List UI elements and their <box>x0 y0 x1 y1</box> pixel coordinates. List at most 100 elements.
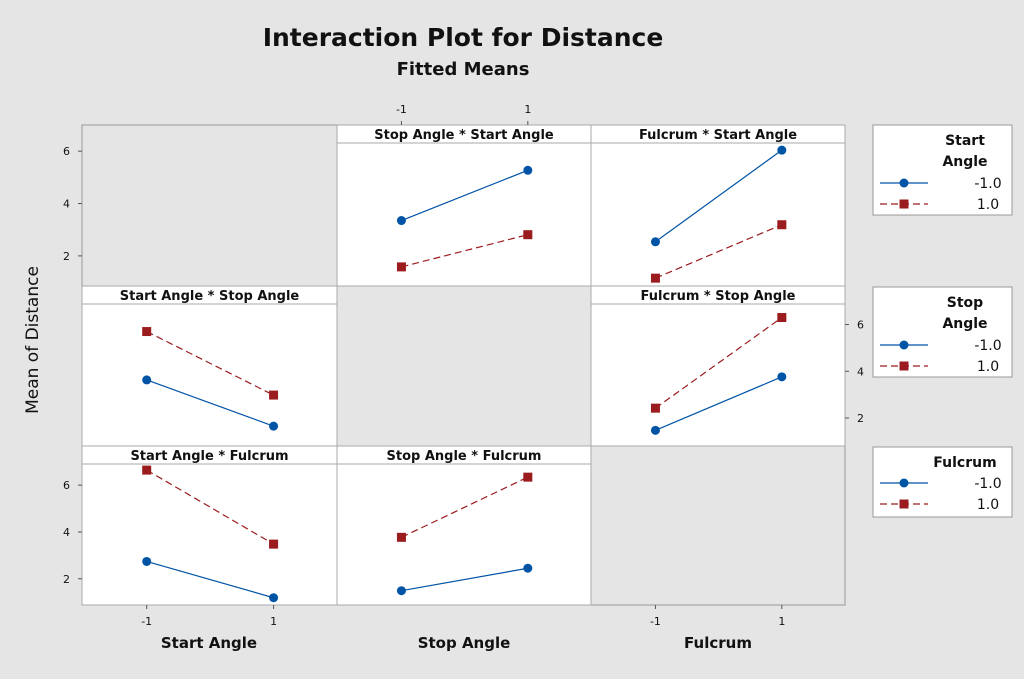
legend-entry-label: -1.0 <box>974 176 1001 192</box>
y-tick-label: 2 <box>63 250 70 263</box>
legend-marker-square <box>899 361 909 371</box>
data-point-circle <box>650 425 660 435</box>
series-line-pos <box>146 331 274 396</box>
panel-title: Start Angle * Stop Angle <box>120 289 300 304</box>
data-point-square <box>523 472 533 482</box>
y-axis-label: Mean of Distance <box>23 266 43 414</box>
data-point-circle <box>650 237 660 247</box>
panel-strip <box>590 124 846 144</box>
legend-entry-label: -1.0 <box>974 338 1001 354</box>
series-line-neg <box>146 560 274 599</box>
data-point-circle <box>523 165 533 175</box>
chart-title: Interaction Plot for Distance <box>263 23 664 52</box>
legend-marker-circle <box>899 178 909 188</box>
data-point-square <box>269 539 279 549</box>
legend-box <box>872 446 1013 518</box>
x-tick-label: -1 <box>396 103 407 116</box>
legend-1: Stop Angle -1.0 1.0 <box>872 286 1013 378</box>
x-axis-label-stop-angle: Stop Angle <box>418 634 511 652</box>
data-point-circle <box>523 563 533 573</box>
legend-entry-label: 1.0 <box>977 497 999 513</box>
legend-entry-label: 1.0 <box>977 359 999 375</box>
data-point-circle <box>396 586 406 596</box>
series-line-neg <box>655 376 783 431</box>
y-tick-label: 6 <box>857 319 864 332</box>
series-line-pos <box>401 476 529 538</box>
panel-title: Stop Angle * Start Angle <box>374 128 554 143</box>
legend-title: Fulcrum <box>933 455 996 471</box>
panel-background <box>81 445 338 606</box>
series-line-pos <box>146 469 274 545</box>
data-point-square <box>523 230 533 240</box>
data-point-square <box>396 532 406 542</box>
panel-background <box>336 124 592 287</box>
data-point-square <box>777 313 787 323</box>
legend-marker-square <box>899 199 909 209</box>
y-tick-label: 6 <box>63 479 70 492</box>
data-point-square <box>650 273 660 283</box>
panel-background <box>590 285 846 447</box>
data-point-circle <box>396 216 406 226</box>
panel-title: Stop Angle * Fulcrum <box>387 449 542 464</box>
series-line-neg <box>401 169 529 222</box>
legend-marker-circle <box>899 340 909 350</box>
y-tick-label: 2 <box>63 573 70 586</box>
series-line-neg <box>655 149 783 243</box>
legend-entry-label: 1.0 <box>977 197 999 213</box>
data-point-square <box>650 403 660 413</box>
data-point-circle <box>777 372 787 382</box>
y-tick-label: 4 <box>63 526 70 539</box>
panel-0: Stop Angle * Start Angle <box>336 124 592 287</box>
panel-title: Fulcrum * Start Angle <box>639 128 797 143</box>
panel-4: Start Angle * Fulcrum <box>81 445 338 606</box>
data-point-circle <box>777 145 787 155</box>
data-point-square <box>142 327 152 337</box>
chart-subtitle: Fitted Means <box>397 59 530 80</box>
panel-strip <box>81 285 338 305</box>
legend-marker-square <box>899 499 909 509</box>
y-tick-label: 6 <box>63 145 70 158</box>
series-line-pos <box>655 224 783 279</box>
legend-title: Angle <box>942 154 987 170</box>
panel-3: Fulcrum * Stop Angle <box>590 285 846 447</box>
x-tick-label: 1 <box>524 103 531 116</box>
x-tick-label: -1 <box>650 615 661 628</box>
data-point-square <box>269 390 279 400</box>
series-line-neg <box>401 567 528 592</box>
series-line-pos <box>655 317 783 409</box>
x-axis-label-start-angle: Start Angle <box>161 634 257 652</box>
x-axis-label-fulcrum: Fulcrum <box>684 634 752 652</box>
data-point-square <box>396 262 406 272</box>
panel-strip <box>336 445 592 465</box>
x-tick-label: 1 <box>778 615 785 628</box>
legend-marker-circle <box>899 478 909 488</box>
y-tick-label: 2 <box>857 412 864 425</box>
y-tick-label: 4 <box>857 365 864 378</box>
panel-title: Start Angle * Fulcrum <box>130 449 288 464</box>
data-point-circle <box>269 593 279 603</box>
y-tick-label: 4 <box>63 198 70 211</box>
x-tick-label: -1 <box>141 615 152 628</box>
data-point-circle <box>142 375 152 385</box>
panel-background <box>590 124 846 287</box>
series-line-neg <box>146 379 274 427</box>
panel-2: Start Angle * Stop Angle <box>81 285 338 447</box>
data-point-square <box>142 465 152 475</box>
panel-background <box>336 445 592 606</box>
panel-5: Stop Angle * Fulcrum <box>336 445 592 606</box>
panel-title: Fulcrum * Stop Angle <box>641 289 796 304</box>
legend-title: Stop <box>947 295 983 311</box>
legend-box <box>872 124 1013 216</box>
data-point-circle <box>269 421 279 431</box>
legend-title: Angle <box>942 316 987 332</box>
legend-0: Start Angle -1.0 1.0 <box>872 124 1013 216</box>
data-point-circle <box>142 556 152 566</box>
legend-entry-label: -1.0 <box>974 476 1001 492</box>
panel-1: Fulcrum * Start Angle <box>590 124 846 287</box>
data-point-square <box>777 220 787 230</box>
legend-box <box>872 286 1013 378</box>
legend-title: Start <box>945 133 985 149</box>
legend-2: Fulcrum -1.0 1.0 <box>872 446 1013 518</box>
